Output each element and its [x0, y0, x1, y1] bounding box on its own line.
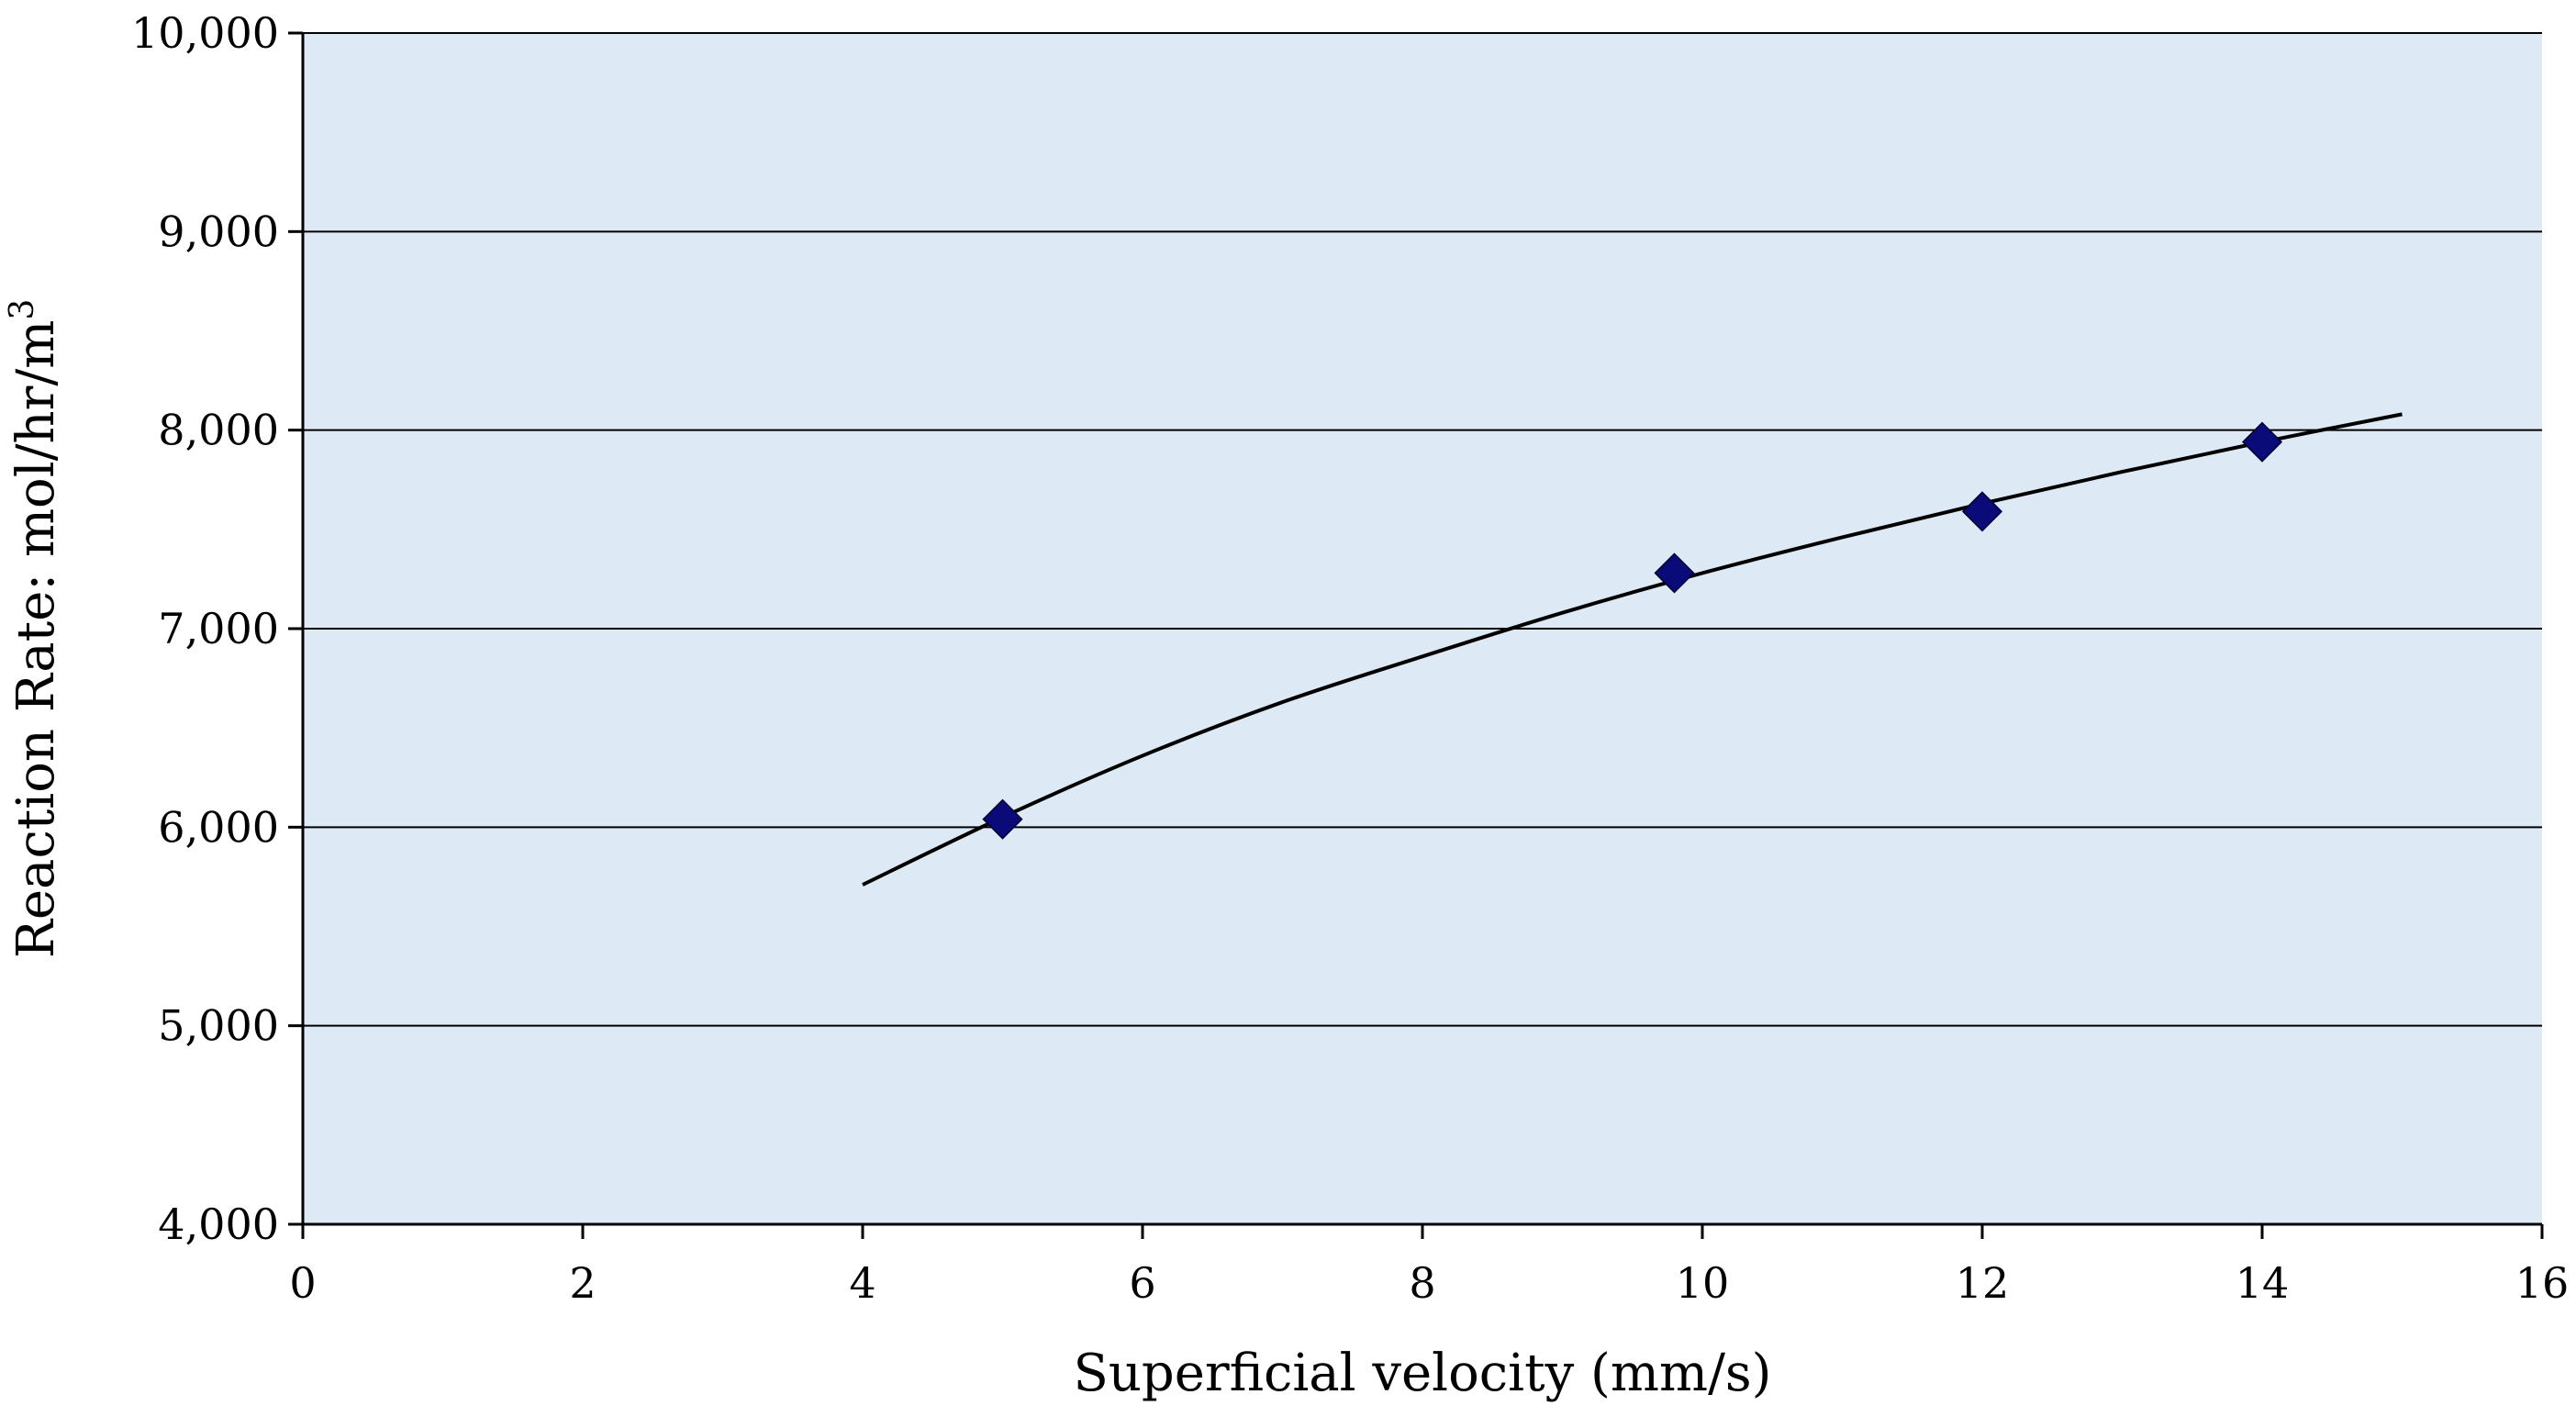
y-tick-label: 5,000 — [158, 1001, 279, 1051]
x-tick-label: 2 — [569, 1258, 596, 1308]
y-tick-label: 6,000 — [158, 802, 279, 852]
x-tick-labels: 0 2 4 6 8 10 12 14 16 — [289, 1258, 2569, 1308]
x-tick-label: 14 — [2236, 1258, 2290, 1308]
data-points — [982, 421, 2283, 840]
y-tick-labels: 4,000 5,000 6,000 7,000 8,000 9,000 10,000 — [131, 8, 279, 1249]
y-tick-label: 7,000 — [158, 604, 279, 653]
x-tick-label: 0 — [289, 1258, 316, 1308]
trendline — [862, 412, 2403, 887]
gridlines — [303, 32, 2542, 1027]
y-tick-label: 4,000 — [158, 1199, 279, 1249]
y-axis-title-main: Reaction Rate: mol/hr/m — [6, 320, 66, 959]
y-tick-label: 8,000 — [158, 406, 279, 455]
x-tick-label: 16 — [2515, 1258, 2570, 1308]
data-point — [1961, 491, 2003, 532]
x-axis-title: Superficial velocity (mm/s) — [1073, 1344, 1771, 1403]
y-tick-label: 10,000 — [131, 8, 279, 58]
x-tick-label: 4 — [849, 1258, 875, 1308]
data-point — [1654, 552, 1695, 594]
y-tick-label: 9,000 — [158, 206, 279, 256]
trendline-group — [862, 412, 2403, 887]
x-tick-label: 8 — [1409, 1258, 1435, 1308]
y-axis-title: Reaction Rate: mol/hr/m3 — [4, 299, 66, 959]
y-axis-title-superscript: 3 — [4, 299, 41, 320]
x-tick-label: 10 — [1676, 1258, 1730, 1308]
data-point — [982, 798, 1023, 840]
data-point — [2241, 421, 2283, 463]
x-tick-label: 6 — [1129, 1258, 1155, 1308]
x-tick-label: 12 — [1956, 1258, 2010, 1308]
axes — [288, 31, 2544, 1239]
